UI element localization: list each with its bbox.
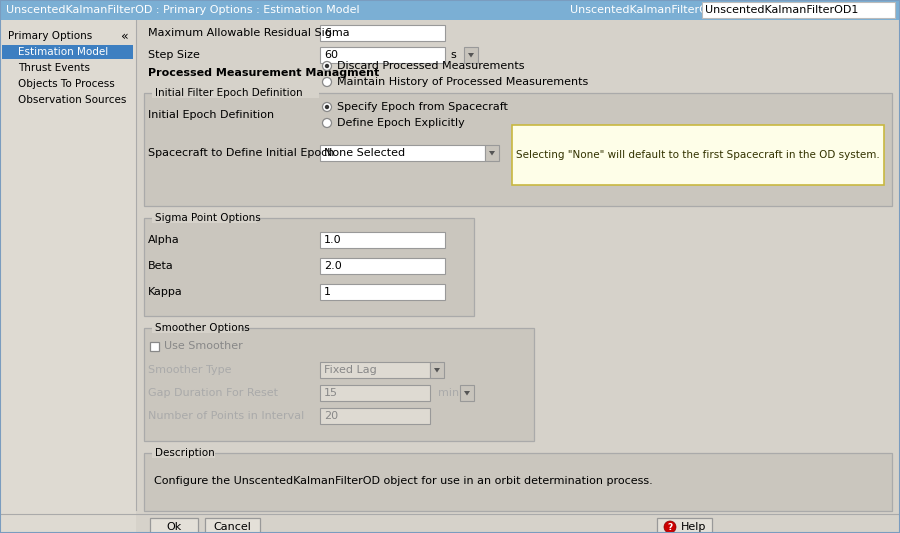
Bar (464, 47, 478, 63)
Text: Initial Epoch Definition: Initial Epoch Definition (148, 110, 274, 120)
Text: Alpha: Alpha (148, 235, 180, 245)
Text: Sigma Point Options: Sigma Point Options (155, 213, 261, 223)
Bar (152, 213, 256, 223)
Bar (657, 518, 712, 533)
Bar (320, 258, 445, 274)
Circle shape (322, 77, 331, 86)
Bar (144, 328, 534, 441)
Bar (460, 385, 474, 401)
Text: s: s (450, 50, 455, 60)
Text: Discard Processed Measurements: Discard Processed Measurements (337, 61, 525, 71)
Bar (512, 125, 884, 185)
Text: Primary Options: Primary Options (8, 31, 92, 41)
Circle shape (322, 102, 331, 111)
Bar (320, 145, 485, 161)
Text: None Selected: None Selected (324, 148, 405, 158)
Bar (152, 448, 215, 458)
Text: UnscentedKalmanFilterOD : Primary Options : Estimation Model: UnscentedKalmanFilterOD : Primary Option… (6, 5, 360, 15)
Text: Thrust Events: Thrust Events (18, 63, 90, 73)
Circle shape (322, 118, 331, 127)
Bar (144, 93, 892, 206)
Text: UnscentedKalmanFilterOD Name: UnscentedKalmanFilterOD Name (570, 5, 753, 15)
Bar (150, 342, 159, 351)
Text: Beta: Beta (148, 261, 174, 271)
Text: Fixed Lag: Fixed Lag (324, 365, 377, 375)
Circle shape (322, 61, 331, 70)
Text: Objects To Process: Objects To Process (18, 79, 115, 89)
Text: Processed Measurement Managment: Processed Measurement Managment (148, 68, 379, 78)
Text: Specify Epoch from Spacecraft: Specify Epoch from Spacecraft (337, 102, 508, 112)
Bar (0, 0, 900, 20)
Text: «: « (122, 29, 129, 43)
Bar (320, 284, 445, 300)
Text: 1: 1 (324, 287, 331, 297)
Bar (152, 323, 241, 333)
Text: Observation Sources: Observation Sources (18, 95, 126, 105)
Bar (152, 88, 320, 98)
Text: 6: 6 (324, 28, 331, 38)
Bar (150, 518, 198, 533)
Text: Maintain History of Processed Measurements: Maintain History of Processed Measuremen… (337, 77, 589, 87)
Text: Description: Description (155, 448, 215, 458)
Text: Gap Duration For Reset: Gap Duration For Reset (148, 388, 278, 398)
Text: Smoother Type: Smoother Type (148, 365, 231, 375)
Bar (205, 518, 260, 533)
Bar (320, 408, 430, 424)
Text: min: min (438, 388, 459, 398)
Text: 15: 15 (324, 388, 338, 398)
Polygon shape (468, 53, 474, 58)
Text: Kappa: Kappa (148, 287, 183, 297)
Text: Use Smoother: Use Smoother (164, 341, 243, 351)
Polygon shape (464, 391, 470, 395)
Bar (702, 2, 895, 18)
Text: Step Size: Step Size (148, 50, 200, 60)
Text: Configure the UnscentedKalmanFilterOD object for use in an orbit determination p: Configure the UnscentedKalmanFilterOD ob… (154, 476, 652, 486)
Text: 60: 60 (324, 50, 338, 60)
Bar (320, 47, 445, 63)
Text: Initial Filter Epoch Definition: Initial Filter Epoch Definition (155, 88, 302, 98)
Bar (144, 218, 474, 316)
Polygon shape (434, 368, 440, 373)
Text: Define Epoch Explicitly: Define Epoch Explicitly (337, 118, 464, 128)
Text: Number of Points in Interval: Number of Points in Interval (148, 411, 304, 421)
Text: Estimation Model: Estimation Model (18, 47, 108, 57)
Text: Maximum Allowable Residual Sigma: Maximum Allowable Residual Sigma (148, 28, 349, 38)
Bar (430, 362, 444, 378)
Bar (2, 45, 133, 59)
Bar (144, 453, 892, 511)
Bar (485, 145, 499, 161)
Text: Selecting "None" will default to the first Spacecraft in the OD system.: Selecting "None" will default to the fir… (516, 150, 880, 160)
Circle shape (664, 521, 676, 533)
Text: 2.0: 2.0 (324, 261, 342, 271)
Circle shape (325, 64, 329, 68)
Text: ?: ? (668, 522, 672, 531)
Text: 20: 20 (324, 411, 338, 421)
Bar (0, 20, 136, 533)
Polygon shape (489, 151, 495, 156)
Text: UnscentedKalmanFilterOD1: UnscentedKalmanFilterOD1 (705, 5, 859, 15)
Bar (320, 25, 445, 41)
Text: Cancel: Cancel (213, 522, 251, 532)
Bar (320, 385, 430, 401)
Text: Spacecraft to Define Initial Epoch: Spacecraft to Define Initial Epoch (148, 148, 335, 158)
Bar (320, 362, 430, 378)
Circle shape (325, 105, 329, 109)
Text: 1.0: 1.0 (324, 235, 342, 245)
Text: Help: Help (681, 522, 706, 532)
Text: Smoother Options: Smoother Options (155, 323, 250, 333)
Bar (320, 232, 445, 248)
Text: Ok: Ok (166, 522, 182, 532)
